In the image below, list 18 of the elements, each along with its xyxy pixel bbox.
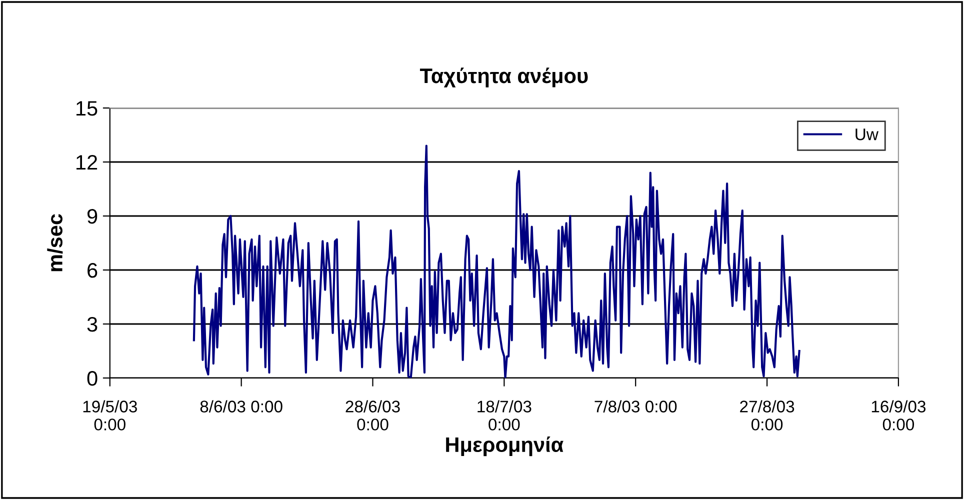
- x-tick-label: 28/6/03 0:00: [346, 400, 400, 430]
- chart-title: Ταχύτητα ανέμου: [420, 68, 588, 88]
- x-tick-label: 7/8/03 0:00: [594, 400, 677, 412]
- y-tick-label: 0: [87, 371, 98, 386]
- x-axis-title: Ημερομηνία: [446, 436, 564, 456]
- x-tick-label: 27/8/03 0:00: [740, 400, 794, 430]
- legend-label: Uw: [856, 128, 878, 140]
- y-axis-title: m/sec: [47, 214, 63, 272]
- y-tick-label: 6: [88, 263, 98, 278]
- x-tick-label: 16/9/03 0:00: [872, 400, 926, 430]
- y-tick-label: 15: [76, 101, 98, 116]
- x-tick-label: 8/6/03 0:00: [200, 400, 282, 412]
- y-tick-label: 12: [76, 155, 98, 170]
- y-tick-label: 9: [87, 209, 98, 224]
- y-tick-label: 3: [87, 317, 98, 332]
- x-tick-label: 18/7/03 0:00: [478, 400, 532, 430]
- line-series: [192, 144, 800, 378]
- x-tick-label: 19/5/03 0:00: [83, 400, 137, 430]
